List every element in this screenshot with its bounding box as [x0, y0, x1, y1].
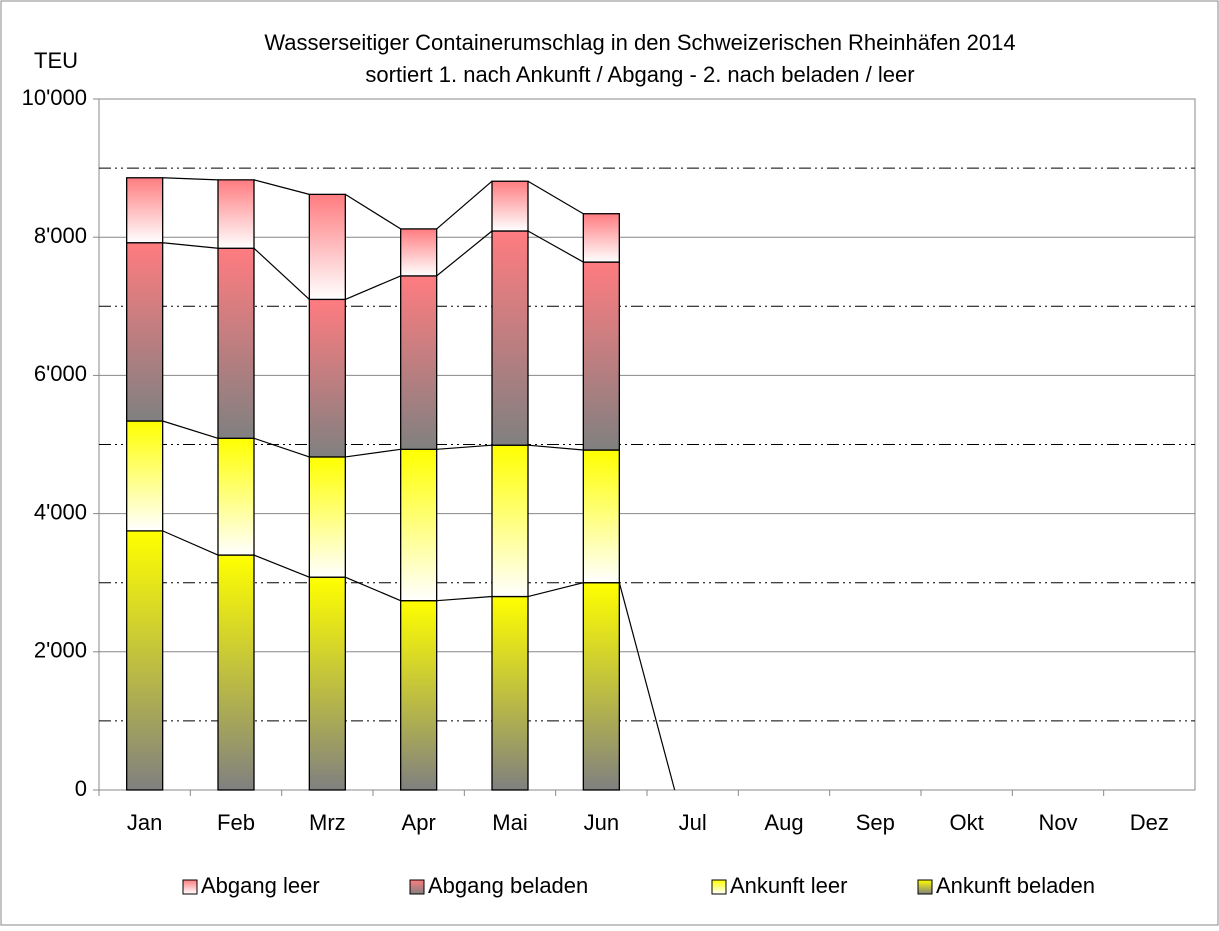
x-tick-label: Mai	[492, 810, 527, 835]
bar-segment	[582, 261, 620, 451]
y-tick-label: 10'000	[22, 85, 87, 110]
series-line	[345, 576, 401, 602]
y-tick-label: 2'000	[34, 638, 87, 663]
series-line	[253, 437, 310, 458]
bar-segment	[308, 456, 346, 578]
bar-segment	[400, 275, 438, 450]
series-line	[436, 444, 493, 450]
legend-label: Ankunft beladen	[936, 873, 1095, 898]
bar-segment	[491, 180, 529, 232]
x-tick-label: Jan	[127, 810, 162, 835]
x-tick-label: Feb	[217, 810, 255, 835]
bar-segment	[217, 437, 255, 556]
bar-segment	[400, 228, 438, 277]
bar-segment	[400, 448, 438, 602]
chart-subtitle: sortiert 1. nach Ankunft / Abgang - 2. n…	[365, 62, 914, 87]
legend-swatch	[182, 879, 198, 895]
chart-title: Wasserseitiger Containerumschlag in den …	[264, 30, 1015, 55]
series-line	[527, 444, 584, 451]
bar-segment	[308, 193, 346, 301]
x-tick-label: Dez	[1130, 810, 1169, 835]
y-tick-label: 8'000	[34, 223, 87, 248]
x-tick-label: Jul	[679, 810, 707, 835]
series-line	[253, 554, 310, 578]
x-tick-label: Mrz	[309, 810, 346, 835]
series-line	[253, 247, 310, 300]
x-tick-label: Okt	[950, 810, 984, 835]
series-line	[345, 448, 401, 458]
bar-segment	[126, 242, 164, 422]
bar-segment	[217, 554, 255, 791]
bar-segment	[308, 576, 346, 791]
y-tick-label: 6'000	[34, 361, 87, 386]
series-line	[345, 193, 401, 230]
bar-segment	[126, 530, 164, 791]
x-tick-label: Aug	[764, 810, 803, 835]
legend-swatch	[917, 879, 933, 895]
series-line	[527, 180, 584, 215]
legend-label: Abgang beladen	[428, 873, 588, 898]
bar-segment	[308, 298, 346, 458]
y-tick-label: 4'000	[34, 499, 87, 524]
bar-segment	[582, 449, 620, 584]
x-tick-label: Sep	[856, 810, 895, 835]
x-tick-label: Apr	[402, 810, 436, 835]
bar-segment	[217, 179, 255, 249]
series-line	[618, 582, 676, 791]
series-line	[162, 420, 219, 439]
y-tick-label: 0	[75, 776, 87, 801]
series-line	[436, 595, 493, 602]
bar-segment	[491, 595, 529, 791]
bar-segment	[582, 582, 620, 791]
series-line	[527, 582, 584, 598]
legend-label: Abgang leer	[201, 873, 320, 898]
bar-segment	[217, 247, 255, 439]
series-line	[253, 179, 310, 195]
legend-swatch	[409, 879, 425, 895]
y-axis-label: TEU	[34, 48, 78, 73]
series-line	[162, 242, 219, 249]
bar-segment	[126, 177, 164, 244]
series-line	[162, 177, 219, 181]
series-line	[345, 275, 401, 300]
bar-segment	[400, 600, 438, 791]
series-line	[527, 230, 584, 263]
x-tick-label: Nov	[1038, 810, 1077, 835]
bar-segment	[491, 230, 529, 446]
series-line	[436, 180, 493, 230]
bar-segment	[491, 444, 529, 598]
bar-segment	[582, 213, 620, 263]
legend-swatch	[711, 879, 727, 895]
legend-label: Ankunft leer	[730, 873, 847, 898]
series-line	[436, 230, 493, 277]
x-tick-label: Jun	[584, 810, 619, 835]
bar-segment	[126, 420, 164, 532]
series-line	[162, 530, 219, 556]
